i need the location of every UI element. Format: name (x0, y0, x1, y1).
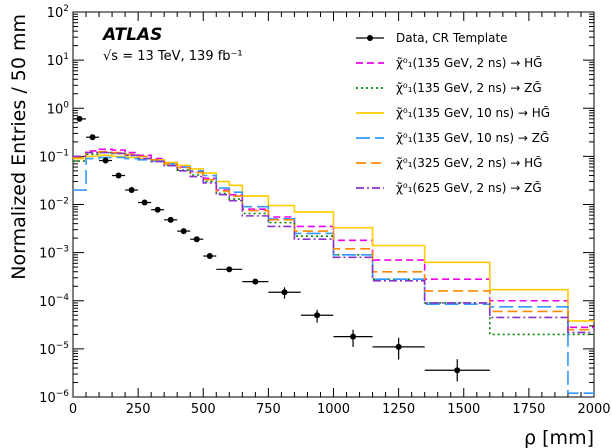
legend-label-2: χ̃⁰₁(135 GeV, 2 ns) → ZG̃ (396, 81, 542, 95)
data-point (73, 115, 87, 122)
y-tick-label: 10−1 (39, 148, 69, 165)
data-point (216, 266, 243, 273)
axis-ticks (72, 11, 595, 398)
legend: Data, CR Template χ̃⁰₁(135 GeV, 2 ns) → H… (356, 31, 550, 195)
y-tick-label: 10−3 (39, 245, 69, 262)
series-line-3 (73, 154, 594, 322)
data-point (164, 216, 178, 223)
series-line-1 (73, 148, 594, 329)
series-line-6 (73, 151, 594, 334)
legend-item-2: χ̃⁰₁(135 GeV, 2 ns) → ZG̃ (356, 81, 542, 95)
data-point (190, 236, 204, 243)
x-tick-labels: 0 250 500 750 1000 1250 1500 1750 2000 (69, 402, 611, 417)
x-tick-label: 250 (126, 402, 151, 417)
series-line-4 (73, 156, 594, 394)
data-point (125, 187, 139, 194)
y-tick-label: 10−5 (39, 341, 69, 358)
x-tick-label: 500 (191, 402, 216, 417)
data-point (151, 206, 165, 213)
y-tick-label: 100 (47, 100, 70, 117)
legend-label-data: Data, CR Template (396, 31, 508, 45)
legend-label-6: χ̃⁰₁(625 GeV, 2 ns) → ZG̃ (396, 181, 542, 195)
legend-item-4: χ̃⁰₁(135 GeV, 10 ns) → ZG̃ (356, 131, 549, 145)
x-tick-label: 1500 (447, 402, 480, 417)
data-point (138, 199, 152, 206)
x-axis-title: ρ [mm] (524, 427, 594, 448)
legend-label-1: χ̃⁰₁(135 GeV, 2 ns) → HG̃ (396, 56, 542, 70)
x-tick-label: 0 (69, 402, 77, 417)
series-line-5 (73, 150, 594, 331)
y-tick-label: 10−2 (39, 197, 69, 214)
legend-item-6: χ̃⁰₁(625 GeV, 2 ns) → ZG̃ (356, 181, 542, 195)
y-tick-label: 10−6 (39, 389, 69, 406)
legend-label-4: χ̃⁰₁(135 GeV, 10 ns) → ZG̃ (396, 131, 549, 145)
data-points (73, 115, 490, 382)
data-point (372, 337, 425, 360)
data-point (268, 287, 301, 299)
legend-item-1: χ̃⁰₁(135 GeV, 2 ns) → HG̃ (356, 56, 542, 70)
x-tick-label: 750 (256, 402, 281, 417)
data-point (242, 278, 269, 285)
y-axis-title: Normalized Entries / 50 mm (8, 14, 30, 280)
data-point (333, 329, 373, 347)
legend-item-data: Data, CR Template (356, 31, 508, 45)
x-tick-label: 1250 (382, 402, 415, 417)
data-point (99, 157, 113, 164)
legend-item-3: χ̃⁰₁(135 GeV, 10 ns) → HG̃ (356, 106, 550, 120)
legend-label-3: χ̃⁰₁(135 GeV, 10 ns) → HG̃ (396, 106, 550, 120)
x-tick-label: 1750 (512, 402, 545, 417)
data-point (112, 172, 126, 179)
energy-label: √s = 13 TeV, 139 fb⁻¹ (103, 49, 243, 64)
data-point (177, 228, 191, 235)
data-point (203, 253, 217, 260)
y-tick-label: 10−4 (39, 293, 69, 310)
data-point (424, 359, 490, 382)
atlas-label: ATLAS (101, 25, 162, 45)
x-tick-label: 1000 (317, 402, 350, 417)
data-point (300, 309, 334, 323)
y-tick-label: 102 (47, 4, 69, 21)
y-tick-label: 101 (47, 52, 69, 69)
legend-label-5: χ̃⁰₁(325 GeV, 2 ns) → HG̃ (396, 156, 542, 170)
legend-item-5: χ̃⁰₁(325 GeV, 2 ns) → HG̃ (356, 156, 542, 170)
x-tick-label: 2000 (577, 402, 610, 417)
mc-histograms (73, 148, 594, 394)
data-point (86, 134, 100, 141)
y-tick-labels: 10−6 10−5 10−4 10−3 10−2 10−1 100 101 102 (39, 4, 69, 406)
